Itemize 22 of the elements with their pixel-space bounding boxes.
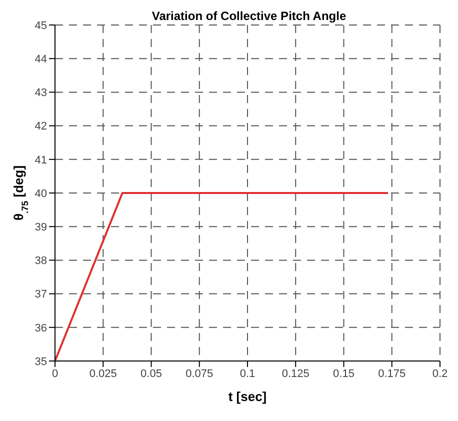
x-axis-title: t [sec] — [228, 389, 267, 404]
y-tick-label: 35 — [34, 356, 47, 368]
y-tick-label: 41 — [34, 154, 47, 166]
x-tick-label: 0.1 — [240, 368, 256, 380]
x-tick-label: 0.175 — [378, 368, 406, 380]
y-tick-label: 44 — [34, 54, 47, 66]
x-tick-label: 0 — [52, 368, 58, 380]
x-tick-label: 0.15 — [333, 368, 354, 380]
y-tick-label: 39 — [34, 222, 47, 234]
x-tick-label: 0.125 — [282, 368, 310, 380]
y-tick-label: 37 — [34, 288, 47, 301]
y-tick-label: 43 — [34, 87, 47, 100]
y-tick-label: 42 — [34, 120, 47, 133]
y-tick-label: 45 — [34, 20, 47, 32]
y-tick-label: 38 — [34, 255, 47, 268]
y-tick-label: 40 — [34, 188, 47, 200]
chart-title: Variation of Collective Pitch Angle — [152, 9, 346, 23]
x-tick-label: 0.025 — [89, 368, 117, 380]
x-tick-label: 0.2 — [432, 368, 448, 380]
x-tick-label: 0.075 — [186, 368, 214, 380]
x-tick-label: 0.05 — [140, 368, 162, 380]
y-tick-label: 36 — [34, 322, 47, 334]
